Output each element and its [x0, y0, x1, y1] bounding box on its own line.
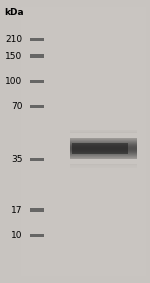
Text: 100: 100: [5, 77, 22, 86]
Text: 10: 10: [11, 231, 22, 240]
FancyBboxPatch shape: [70, 148, 137, 149]
Text: 210: 210: [5, 35, 22, 44]
FancyBboxPatch shape: [70, 138, 137, 139]
FancyBboxPatch shape: [21, 7, 146, 276]
FancyBboxPatch shape: [70, 142, 137, 143]
FancyBboxPatch shape: [70, 153, 137, 154]
FancyBboxPatch shape: [70, 150, 137, 151]
FancyBboxPatch shape: [30, 38, 44, 41]
FancyBboxPatch shape: [30, 234, 44, 237]
FancyBboxPatch shape: [70, 152, 137, 153]
FancyBboxPatch shape: [70, 159, 137, 160]
FancyBboxPatch shape: [70, 133, 137, 134]
FancyBboxPatch shape: [30, 54, 44, 58]
FancyBboxPatch shape: [30, 158, 44, 161]
FancyBboxPatch shape: [70, 140, 137, 141]
Text: 35: 35: [11, 155, 22, 164]
FancyBboxPatch shape: [70, 149, 137, 150]
FancyBboxPatch shape: [70, 151, 137, 152]
FancyBboxPatch shape: [70, 143, 137, 144]
FancyBboxPatch shape: [70, 154, 137, 155]
FancyBboxPatch shape: [30, 80, 44, 83]
FancyBboxPatch shape: [70, 155, 137, 156]
FancyBboxPatch shape: [30, 209, 44, 212]
Text: 17: 17: [11, 206, 22, 215]
Text: 150: 150: [5, 52, 22, 61]
FancyBboxPatch shape: [70, 145, 137, 146]
FancyBboxPatch shape: [70, 157, 137, 158]
FancyBboxPatch shape: [70, 162, 137, 163]
FancyBboxPatch shape: [70, 146, 137, 147]
FancyBboxPatch shape: [70, 144, 137, 145]
Text: 70: 70: [11, 102, 22, 111]
FancyBboxPatch shape: [72, 143, 128, 154]
FancyBboxPatch shape: [30, 105, 44, 108]
FancyBboxPatch shape: [70, 147, 137, 148]
Text: kDa: kDa: [4, 8, 24, 17]
